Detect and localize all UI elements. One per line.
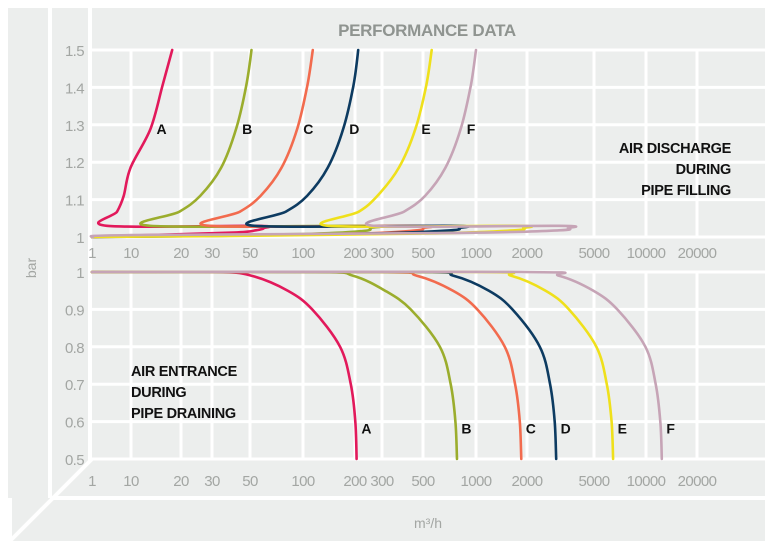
x-tick-label: 1000 <box>461 245 492 262</box>
x-tick-label: 10000 <box>627 473 666 490</box>
y-tick-label: 1 <box>76 265 84 282</box>
panel-background <box>8 8 765 541</box>
series-label-a: A <box>361 421 371 437</box>
series-label-b: B <box>242 121 252 137</box>
series-label-c: C <box>303 121 313 137</box>
series-label-f: F <box>467 121 476 137</box>
x-tick-label: 20 <box>173 245 189 262</box>
x-axis-label: m³/h <box>414 515 442 531</box>
x-tick-label: 5000 <box>579 245 610 262</box>
corner-mask <box>0 498 12 551</box>
x-tick-label: 10 <box>123 245 139 262</box>
chart-background <box>0 8 765 551</box>
x-tick-label: 50 <box>242 473 258 490</box>
x-tick-label: 1000 <box>461 473 492 490</box>
x-tick-label: 300 <box>370 245 393 262</box>
x-tick-label: 10000 <box>627 245 666 262</box>
x-tick-label: 2000 <box>512 473 543 490</box>
y-tick-label: 0.9 <box>65 302 84 319</box>
chart-annotation: PIPE FILLING <box>641 183 731 199</box>
series-label-d: D <box>349 121 359 137</box>
series-line-a <box>90 48 272 239</box>
x-tick-label: 30 <box>204 245 220 262</box>
series-label-f: F <box>666 421 675 437</box>
chart-annotation: DURING <box>131 385 186 401</box>
x-tick-label: 20 <box>173 473 189 490</box>
y-tick-label: 0.7 <box>65 377 84 394</box>
y-tick-label: 1.3 <box>65 118 84 135</box>
y-tick-label: 0.6 <box>65 415 84 432</box>
y-tick-label: 1.2 <box>65 155 84 172</box>
x-tick-label: 500 <box>411 245 434 262</box>
series-label-c: C <box>526 421 536 437</box>
x-tick-label: 20000 <box>678 473 717 490</box>
corner-mask <box>0 541 8 551</box>
y-tick-label: 1.5 <box>65 43 84 60</box>
y-tick-label: 0.8 <box>65 340 84 357</box>
y-tick-label: 0.5 <box>65 452 84 469</box>
series-line-f <box>90 270 664 461</box>
chart-annotation: AIR DISCHARGE <box>619 141 732 157</box>
chart-annotation: AIR ENTRANCE <box>131 364 238 380</box>
chart-annotation: DURING <box>676 162 731 178</box>
x-tick-label: 100 <box>291 245 314 262</box>
x-tick-label: 200 <box>343 245 366 262</box>
series-label-e: E <box>421 121 430 137</box>
series-label-a: A <box>156 121 166 137</box>
x-tick-label: 100 <box>291 473 314 490</box>
y-axis-label: bar <box>23 258 39 279</box>
y-tick-label: 1 <box>76 230 84 247</box>
x-tick-label: 200 <box>343 473 366 490</box>
chart-title: PERFORMANCE DATA <box>338 21 516 40</box>
x-tick-label: 2000 <box>512 245 543 262</box>
y-tick-label: 1.4 <box>65 80 84 97</box>
air-entrance-chart: 0.5 0.6 0.7 0.8 0.9 1 1 10 20 30 50 100 200 300 500 100… <box>65 265 765 490</box>
series-line-f <box>89 48 578 239</box>
x-tick-label: 50 <box>242 245 258 262</box>
x-tick-label: 500 <box>411 473 434 490</box>
y-tick-label: 1.1 <box>65 193 84 210</box>
x-tick-label: 1 <box>88 245 96 262</box>
x-tick-label: 20000 <box>678 245 717 262</box>
series-label-b: B <box>461 421 471 437</box>
series-label-e: E <box>618 421 627 437</box>
x-tick-label: 1 <box>88 473 96 490</box>
air-discharge-chart: 1 1.1 1.2 1.3 1.4 1.5 1 10 20 30 50 100 200 300 500 100… <box>65 43 765 262</box>
x-tick-label: 10 <box>123 473 139 490</box>
series-label-d: D <box>561 421 571 437</box>
x-tick-label: 30 <box>204 473 220 490</box>
x-tick-label: 300 <box>370 473 393 490</box>
x-tick-label: 5000 <box>579 473 610 490</box>
perspective-line <box>6 457 94 545</box>
chart-annotation: PIPE DRAINING <box>131 406 236 422</box>
